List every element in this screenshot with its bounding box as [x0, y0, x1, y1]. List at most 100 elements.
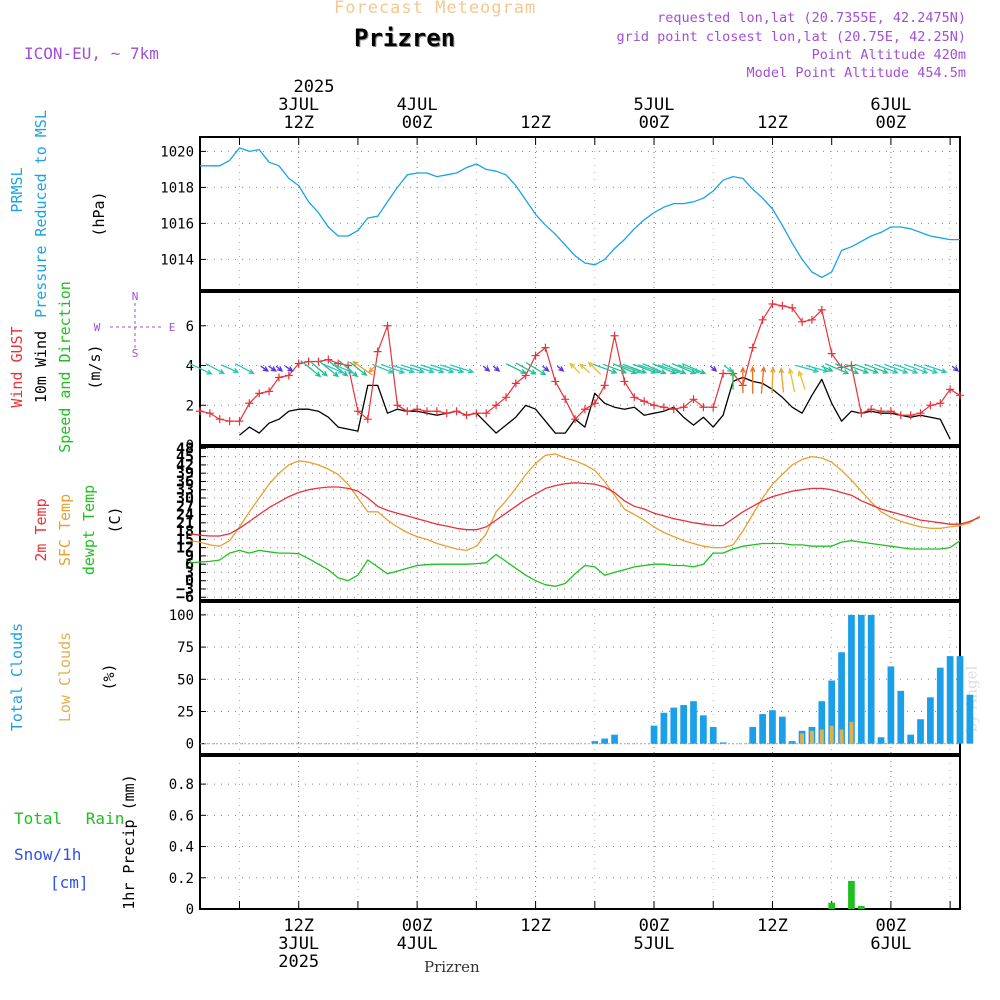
wind-direction-arrow [924, 364, 948, 374]
total-clouds-bar [700, 715, 707, 744]
top-time-label: 00Z [876, 113, 907, 133]
wind-direction-arrow [333, 363, 355, 374]
pressure-unit: (hPa) [90, 191, 108, 236]
bottom-date-label: 5JUL [634, 934, 675, 954]
top-date-label: 5JUL [634, 95, 675, 115]
y-tick-label: 0 [185, 572, 194, 590]
wind-direction-arrow [578, 363, 591, 374]
bottom-time-label: 12Z [757, 916, 788, 936]
gust-marker [225, 417, 234, 426]
total-clouds-bar [778, 716, 786, 744]
y-tick-label: 0 [186, 737, 194, 753]
gust-marker [758, 315, 767, 324]
sfc-temp-line [190, 453, 981, 552]
wind-direction-arrow [677, 364, 701, 374]
wind-direction-arrow [450, 364, 475, 374]
gust-marker [936, 399, 945, 408]
total-clouds-bar [936, 667, 944, 744]
wind-direction-arrow [482, 365, 491, 372]
wind-direction-arrow [874, 363, 899, 374]
gust-marker [659, 403, 668, 412]
wind-direction-arrow [235, 363, 255, 375]
gust-marker [896, 411, 905, 420]
wind-direction-arrow [821, 365, 834, 372]
wind-direction-arrow [515, 362, 537, 375]
gust-marker [669, 405, 678, 414]
y-tick-label: 9 [185, 547, 194, 565]
gust-marker [373, 347, 382, 356]
gust-marker [482, 409, 491, 418]
total-clouds-bar [769, 710, 776, 744]
compass-north: N [132, 290, 139, 303]
wind-direction-arrow [778, 366, 785, 393]
gust-marker [630, 393, 639, 402]
gust-marker [610, 331, 619, 340]
wind-direction-arrow [657, 364, 682, 374]
gust-marker [196, 407, 204, 416]
y-tick-label: 3 [185, 563, 194, 581]
low-clouds-bar [839, 729, 844, 744]
wind-direction-arrow [884, 363, 909, 374]
total-clouds-bar [956, 656, 964, 744]
wind-direction-arrow [740, 366, 746, 394]
top-time-label: 00Z [639, 113, 670, 133]
gust-marker [403, 407, 412, 416]
gust-label: Wind GUST [8, 326, 26, 407]
gust-marker [699, 403, 708, 412]
top-time-label: 00Z [402, 113, 433, 133]
gust-marker [462, 411, 471, 420]
total-clouds-bar [601, 738, 609, 744]
bottom-time-label: 00Z [402, 916, 433, 936]
total-clouds-bar [788, 741, 796, 744]
y-tick-label: 1018 [160, 180, 194, 196]
compass-east: E [169, 321, 176, 334]
wind-direction-arrow [730, 370, 736, 390]
total-clouds-bar [611, 734, 618, 744]
gust-marker [768, 299, 777, 308]
precip-unit: 1hr Precip (mm) [120, 774, 138, 909]
gust-marker [600, 381, 609, 390]
gust-marker [946, 385, 955, 394]
wind-direction-arrow [618, 364, 642, 374]
panel-frame-clouds [199, 601, 961, 755]
y-tick-label: 4 [186, 359, 194, 375]
wind-direction-arrow [188, 362, 213, 375]
y-tick-label: 45 [176, 448, 194, 466]
wind-direction-arrow [220, 364, 240, 373]
low-clouds-label: Low Clouds [56, 632, 74, 722]
gust-marker [916, 409, 925, 418]
rain-label: Total Rain [14, 809, 124, 828]
wind-direction-arrow [622, 363, 648, 374]
wind-unit: (m/s) [86, 344, 104, 389]
compass-west: W [94, 321, 101, 334]
total-clouds-bar [690, 701, 697, 744]
gust-marker [906, 411, 915, 420]
gust-marker [541, 343, 550, 352]
snow-label: Snow/1h [14, 845, 81, 864]
gust-marker [926, 401, 935, 410]
sfc-temp-label: SFC Temp [56, 494, 74, 566]
wind-direction-arrow [268, 365, 277, 372]
y-tick-label: 25 [177, 704, 194, 720]
total-clouds-bar [946, 656, 954, 744]
total-clouds-bar [907, 734, 915, 744]
gust-marker [807, 315, 816, 324]
y-tick-label: 24 [176, 506, 194, 524]
total-clouds-bar [818, 701, 826, 744]
panel-frame-temperature [199, 446, 961, 601]
wind-direction-arrow [505, 363, 527, 374]
wind-direction-arrow [760, 365, 767, 394]
gust-marker [590, 399, 599, 408]
gust-marker [492, 401, 501, 410]
gust-marker [255, 389, 264, 398]
gust-marker [363, 415, 372, 424]
gust-marker [393, 401, 402, 410]
model-altitude: Model Point Altitude 454.5m [746, 65, 966, 81]
gust-marker [235, 417, 244, 426]
bottom-time-label: 12Z [283, 916, 314, 936]
gust-marker [620, 377, 629, 386]
y-tick-label: 18 [176, 522, 194, 540]
wind-direction-arrow [750, 365, 756, 394]
temp2m-line [190, 482, 980, 537]
top-time-label: 12Z [283, 113, 314, 133]
